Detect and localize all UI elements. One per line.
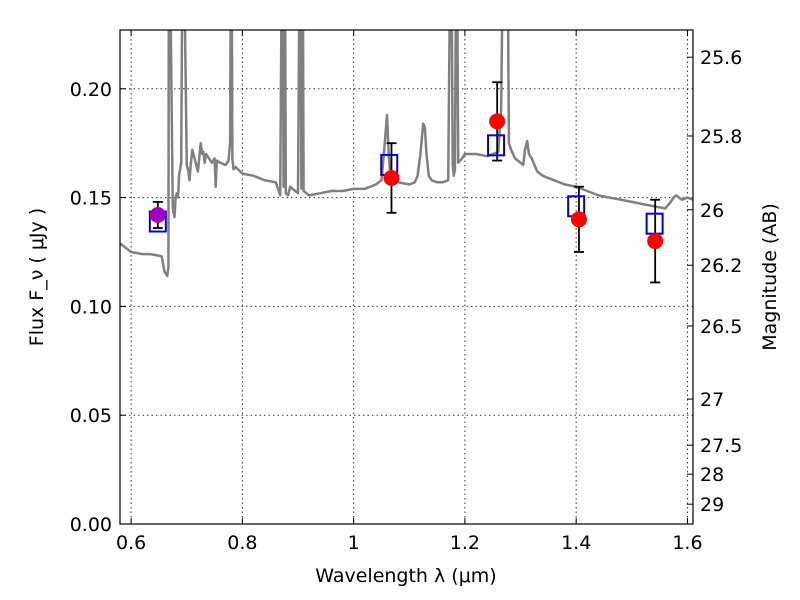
y-tick-label: 0.10 bbox=[70, 296, 112, 318]
y2-tick-label: 28 bbox=[700, 464, 724, 486]
x-axis-ticks: 0.6 0.8 1 1.2 1.4 1.6 bbox=[116, 30, 703, 554]
y-axis-title: Flux F_ν ( μJy ) bbox=[26, 208, 48, 346]
x-tick-label: 1.2 bbox=[450, 532, 480, 554]
y2-tick-label: 27 bbox=[700, 389, 724, 411]
purple-point bbox=[150, 207, 166, 223]
y-tick-label: 0.15 bbox=[70, 188, 112, 210]
observed-point bbox=[489, 113, 506, 130]
grid-lines bbox=[120, 30, 693, 525]
error-bars bbox=[152, 81, 661, 284]
y2-tick-label: 26.5 bbox=[700, 316, 742, 338]
data-markers bbox=[148, 113, 664, 250]
x-tick-label: 0.8 bbox=[227, 532, 257, 554]
x-tick-label: 1.4 bbox=[561, 532, 591, 554]
spectrum-line bbox=[120, 30, 693, 278]
y-tick-label: 0.05 bbox=[70, 405, 112, 427]
x-tick-label: 1.6 bbox=[672, 532, 702, 554]
y2-tick-label: 25.8 bbox=[700, 126, 742, 148]
y2-axis-title: Magnitude (AB) bbox=[759, 203, 781, 351]
y2-axis-ticks: 25.6 25.8 26 26.2 26.5 27 27.5 28 29 bbox=[687, 47, 742, 516]
plot-frame bbox=[119, 29, 694, 525]
observed-point bbox=[570, 211, 587, 228]
model-spectrum bbox=[120, 30, 693, 278]
y2-tick-label: 26 bbox=[700, 200, 724, 222]
y-axis-ticks: 0.00 0.05 0.10 0.15 0.20 bbox=[70, 79, 126, 536]
x-axis-title: Wavelength λ (μm) bbox=[315, 565, 496, 587]
y2-tick-label: 27.5 bbox=[700, 435, 742, 457]
y2-tick-label: 29 bbox=[700, 494, 724, 516]
model-square-marker bbox=[487, 134, 506, 157]
x-tick-label: 0.6 bbox=[116, 532, 146, 554]
y2-tick-label: 26.2 bbox=[700, 255, 742, 277]
y-tick-label: 0.20 bbox=[70, 79, 112, 101]
y-tick-label: 0.00 bbox=[70, 514, 112, 536]
y2-tick-label: 25.6 bbox=[700, 47, 742, 69]
x-tick-label: 1 bbox=[348, 532, 360, 554]
observed-point bbox=[647, 233, 664, 250]
observed-point bbox=[383, 169, 400, 186]
